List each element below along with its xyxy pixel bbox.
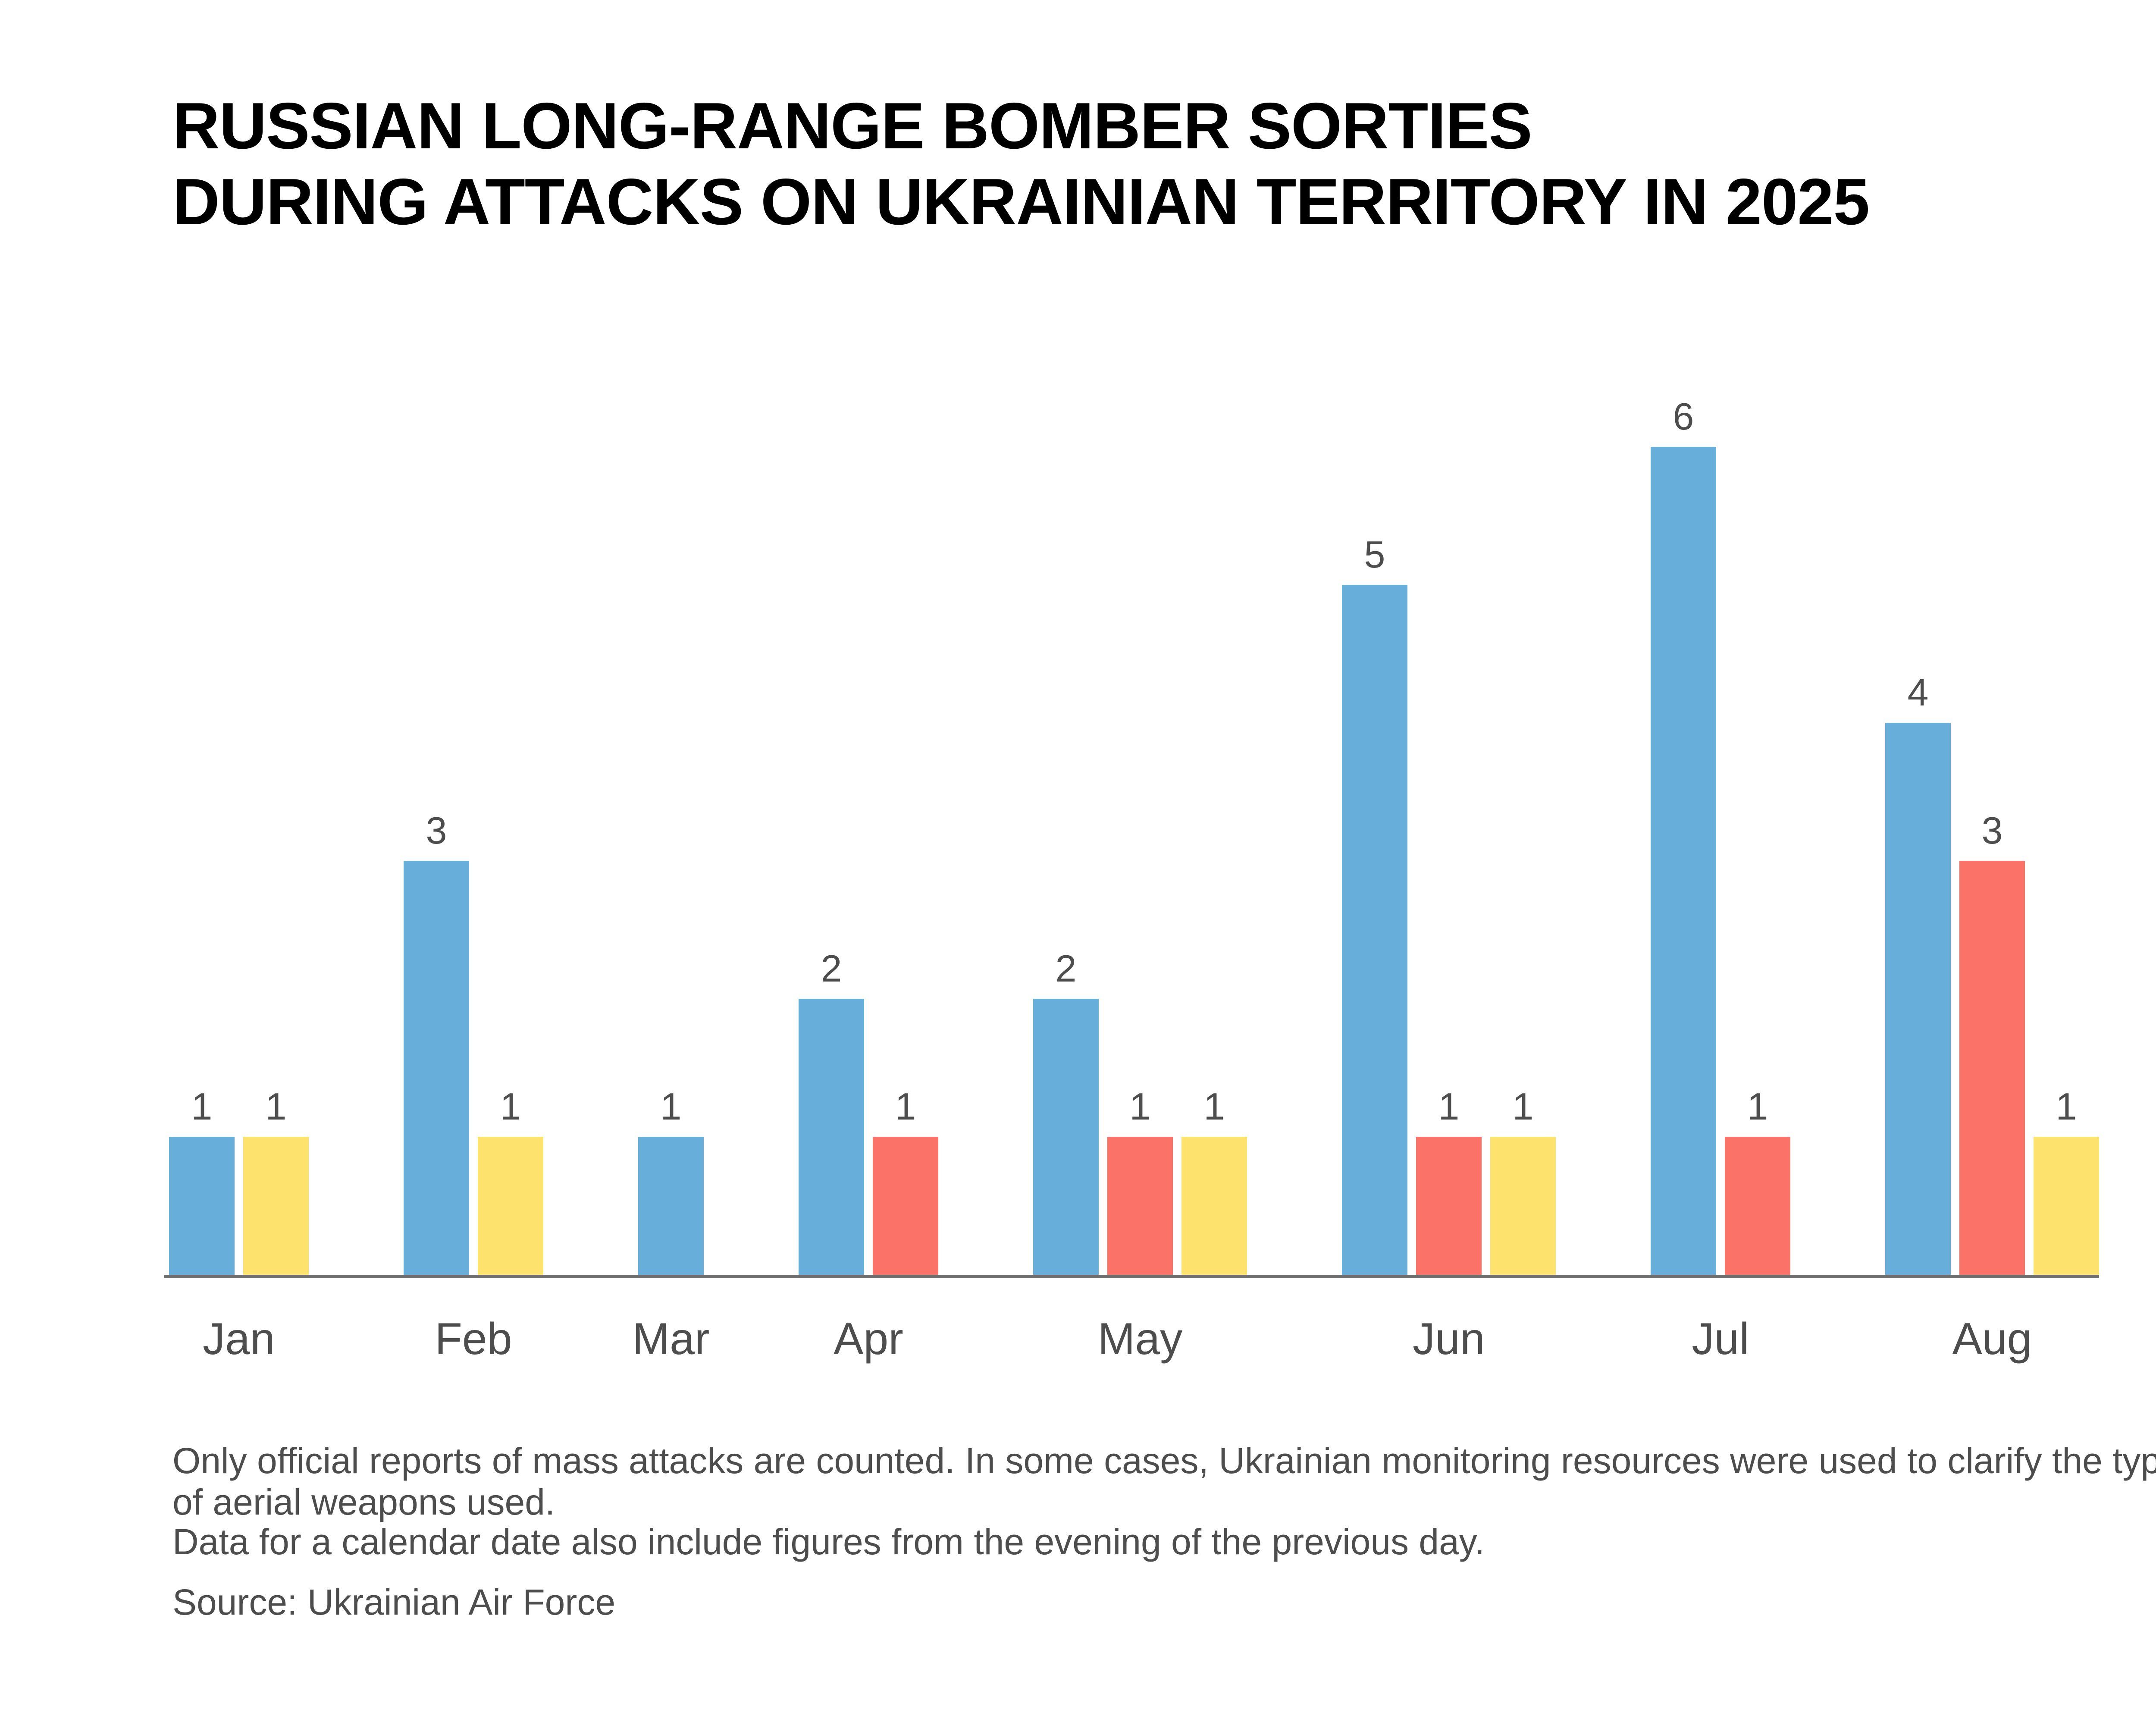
month-label: Jul [1692, 1313, 1749, 1364]
bar-cell: 2 [799, 947, 864, 1275]
bar-cell: 1 [1490, 1085, 1556, 1275]
month-label: Apr [834, 1313, 903, 1364]
bar-tu-160 [1416, 1137, 1482, 1275]
month-label: Feb [435, 1313, 512, 1364]
bar-tu-95ms [1342, 585, 1407, 1275]
bar-tu-95ms [1033, 999, 1099, 1275]
bar-value-label: 2 [821, 947, 842, 990]
bar-tu-95ms [1885, 723, 1951, 1275]
bar-value-label: 1 [191, 1085, 213, 1128]
bar-value-label: 1 [2056, 1085, 2077, 1128]
footnote-line: Data for a calendar date also include fi… [172, 1523, 1485, 1563]
month-group-jan: 1 1 Jan [169, 378, 309, 1363]
bar-value-label: 1 [1747, 1085, 1768, 1128]
bar-cell: 1 [478, 1085, 543, 1275]
bar-value-label: 5 [1364, 533, 1385, 576]
bar-value-label: 2 [1055, 947, 1077, 990]
bar-value-label: 1 [895, 1085, 916, 1128]
footnote-line: Only official reports of mass attacks ar… [172, 1442, 2156, 1482]
bar-cell: 6 [1651, 395, 1716, 1275]
bar-value-label: 3 [1981, 809, 2003, 852]
bar-tu-95ms [404, 861, 469, 1275]
bar-value-label: 1 [1129, 1085, 1151, 1128]
bar-tu-95ms [638, 1137, 704, 1275]
bar-tu-95ms [1651, 447, 1716, 1275]
bar-cell: 1 [1416, 1085, 1482, 1275]
bar-tu-22m3 [2034, 1137, 2099, 1275]
month-group-may: 2 1 1 May [1033, 378, 1247, 1363]
month-group-aug: 4 3 1 Aug [1885, 378, 2099, 1363]
bar-value-label: 1 [660, 1085, 682, 1128]
bar-tu-160 [1959, 861, 2025, 1275]
bar-value-label: 1 [1438, 1085, 1460, 1128]
bar-tu-95ms [169, 1137, 235, 1275]
bar-cell: 1 [638, 1085, 704, 1275]
page-title-line-1: RUSSIAN LONG-RANGE BOMBER SORTIES [172, 91, 1532, 164]
footnote-line: of aerial weapons used. [172, 1483, 555, 1522]
bar-tu-95ms [799, 999, 864, 1275]
bar-cell: 1 [2034, 1085, 2099, 1275]
footnote: Only official reports of mass attacks ar… [172, 1442, 2156, 1623]
bar-cell: 1 [1107, 1085, 1173, 1275]
x-axis-line [164, 1275, 2099, 1278]
month-group-jun: 5 1 1 Jun [1342, 378, 1556, 1363]
bar-cell: 1 [873, 1085, 938, 1275]
month-group-mar: 1 Mar [632, 378, 709, 1363]
bar-cell: 1 [1181, 1085, 1247, 1275]
source-line: Source: Ukrainian Air Force [172, 1583, 616, 1622]
bar-cell: 1 [1725, 1085, 1790, 1275]
page-title: RUSSIAN LONG-RANGE BOMBER SORTIES DURING… [172, 90, 1870, 242]
bar-value-label: 1 [500, 1085, 521, 1128]
bar-tu-22m3 [243, 1137, 309, 1275]
bar-cell: 2 [1033, 947, 1099, 1275]
bar-cell: 1 [243, 1085, 309, 1275]
month-label: May [1097, 1313, 1183, 1364]
bar-tu-160 [873, 1137, 938, 1275]
bar-tu-160 [1725, 1137, 1790, 1275]
bar-tu-22m3 [1490, 1137, 1556, 1275]
month-group-jul: 6 1 Jul [1651, 378, 1790, 1363]
month-label: Jan [203, 1313, 275, 1364]
bar-cell: 4 [1885, 671, 1951, 1275]
month-group-apr: 2 1 Apr [799, 378, 938, 1363]
bar-tu-160 [1107, 1137, 1173, 1275]
bar-cell: 5 [1342, 533, 1407, 1275]
bar-cell: 3 [404, 809, 469, 1275]
bar-cell: 1 [169, 1085, 235, 1275]
month-group-feb: 3 1 Feb [404, 378, 543, 1363]
bar-tu-22m3 [478, 1137, 543, 1275]
month-label: Mar [632, 1313, 710, 1364]
month-label: Aug [1952, 1313, 2032, 1364]
bar-tu-22m3 [1181, 1137, 1247, 1275]
bar-value-label: 1 [1512, 1085, 1534, 1128]
bar-value-label: 1 [265, 1085, 287, 1128]
bar-value-label: 6 [1673, 395, 1694, 438]
bar-value-label: 3 [426, 809, 447, 852]
bar-value-label: 1 [1203, 1085, 1225, 1128]
bar-chart: 1 1 Jan 3 1 Feb 1 Mar 2 1 Apr 2 1 1 May 5 1 1 Jun 6 1 Jul 4 3 1 A… [169, 378, 2103, 1363]
bar-cell: 3 [1959, 809, 2025, 1275]
bar-value-label: 4 [1907, 671, 1929, 714]
month-label: Jun [1413, 1313, 1485, 1364]
page-title-line-2: DURING ATTACKS ON UKRAINIAN TERRITORY IN… [172, 167, 1870, 240]
